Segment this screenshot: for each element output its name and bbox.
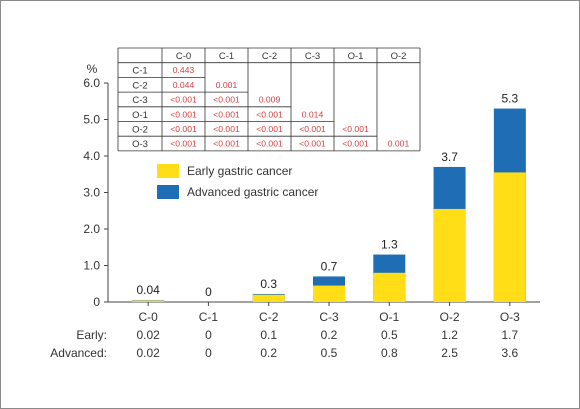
- bar-early-o-3: [493, 172, 526, 302]
- ptable-col-header: O-1: [348, 51, 364, 62]
- x-tick-label: O-1: [379, 310, 399, 324]
- row-value-early: 0.02: [136, 328, 160, 342]
- y-tick-label: 4.0: [83, 149, 100, 163]
- bar-early-c-2: [252, 294, 285, 302]
- y-tick-label: 5.0: [83, 113, 100, 127]
- y-axis-unit: %: [87, 62, 98, 76]
- row-value-early: 0: [205, 328, 212, 342]
- legend-label-early: Early gastric cancer: [187, 164, 292, 178]
- labels: 0.04 0 0.3 0.7 1.3 3.7 5.3: [136, 92, 518, 299]
- ptable-cell: <0.001: [170, 139, 197, 149]
- ptable-col-header: C-2: [262, 51, 277, 62]
- row-value-advanced: 0.2: [260, 346, 277, 360]
- y-tick-label: 0: [93, 295, 100, 309]
- ptable-cell: 0.044: [173, 80, 195, 90]
- bar-early-o-2: [433, 208, 466, 302]
- ptable-col-header: O-2: [391, 51, 407, 62]
- legend-swatch-advanced: [157, 185, 179, 199]
- ptable-cell: 0.001: [388, 139, 410, 149]
- ptable-col-header: C-3: [305, 51, 320, 62]
- ptable-row-header: O-3: [132, 139, 148, 150]
- ptable-cell: <0.001: [170, 124, 197, 134]
- bar-total-label: 0.7: [321, 259, 338, 273]
- bar-early-c-0: [132, 300, 165, 302]
- ptable-cell: <0.001: [213, 139, 240, 149]
- row-header-early: Early:: [76, 328, 107, 342]
- y-tick-label: 1.0: [83, 259, 100, 273]
- row-value-early: 1.7: [502, 328, 519, 342]
- x-tick-label: C-0: [138, 310, 158, 324]
- legend-swatch-early: [157, 164, 179, 178]
- x-tick-label: O-3: [500, 310, 520, 324]
- bar-total-label: 1.3: [381, 238, 398, 252]
- ptable-cell: <0.001: [213, 95, 240, 105]
- bar-early-o-1: [373, 272, 406, 302]
- ptable-col-header: C-1: [219, 51, 234, 62]
- ptable-cell: <0.001: [170, 95, 197, 105]
- x-tick-label: C-2: [259, 310, 279, 324]
- ptable-cell: <0.001: [256, 124, 283, 134]
- bar-early-c-3: [313, 285, 345, 302]
- row-value-advanced: 0.8: [381, 346, 398, 360]
- ptable-cell: 0.014: [302, 109, 324, 119]
- ptable-cell: 0.009: [259, 95, 281, 105]
- ptable-cell: <0.001: [299, 139, 326, 149]
- ptable-row-header: O-1: [132, 110, 148, 121]
- row-value-advanced: 0: [205, 346, 212, 360]
- ptable-row-header: C-1: [132, 66, 147, 77]
- ptable-row-header: C-3: [132, 95, 147, 106]
- ptable-cell: <0.001: [342, 124, 369, 134]
- ptable-cell: <0.001: [213, 109, 240, 119]
- x-tick-label: C-1: [199, 310, 219, 324]
- ptable-row-header: O-2: [132, 125, 148, 136]
- ptable-cell: <0.001: [170, 109, 197, 119]
- row-value-early: 1.2: [441, 328, 458, 342]
- row-value-early: 0.1: [260, 328, 277, 342]
- ptable-cell: 0.001: [216, 80, 238, 90]
- y-tick-label: 6.0: [83, 76, 100, 90]
- row-value-advanced: 0.02: [136, 346, 160, 360]
- bar-total-label: 0.04: [136, 283, 160, 297]
- ptable-cell: <0.001: [256, 139, 283, 149]
- ptable-cell: <0.001: [256, 109, 283, 119]
- legend-label-advanced: Advanced gastric cancer: [187, 185, 318, 199]
- x-tick-label: C-3: [319, 310, 339, 324]
- ptable-row-header: C-2: [132, 80, 147, 91]
- p-value-table: C-0 C-1 C-2 C-3 O-1 O-2 C-1 0.443 C-2 0.044 0.001 C…: [117, 47, 421, 152]
- row-header-advanced: Advanced:: [50, 346, 107, 360]
- row-value-advanced: 2.5: [441, 346, 458, 360]
- y-tick-label: 3.0: [83, 186, 100, 200]
- row-value-advanced: 0.5: [321, 346, 338, 360]
- y-tick-label: 2.0: [83, 222, 100, 236]
- ptable-cell: <0.001: [213, 124, 240, 134]
- x-tick-label: O-2: [440, 310, 460, 324]
- ptable-cell: 0.443: [173, 65, 195, 75]
- value-rows: Early: 0.02 0 0.1 0.2 0.5 1.2 1.7 Advanced: 0.02 0…: [50, 328, 518, 360]
- bar-total-label: 5.3: [502, 92, 519, 106]
- bar-total-label: 0.3: [260, 277, 277, 291]
- axes: % 0 1.0 2.0 3.0 4.0 5.0 6.0 C-0 C-1 C-2 C-3 O-1 O-2 O-…: [83, 62, 540, 324]
- row-value-early: 0.2: [321, 328, 338, 342]
- bar-total-label: 0: [205, 285, 212, 299]
- row-value-early: 0.5: [381, 328, 398, 342]
- bars: [132, 108, 526, 302]
- ptable-col-header: C-0: [176, 51, 191, 62]
- legend: Early gastric cancer Advanced gastric can…: [157, 164, 318, 199]
- row-value-advanced: 3.6: [502, 346, 519, 360]
- ptable-cell: <0.001: [299, 124, 326, 134]
- bar-total-label: 3.7: [441, 150, 458, 164]
- ptable-cell: <0.001: [342, 139, 369, 149]
